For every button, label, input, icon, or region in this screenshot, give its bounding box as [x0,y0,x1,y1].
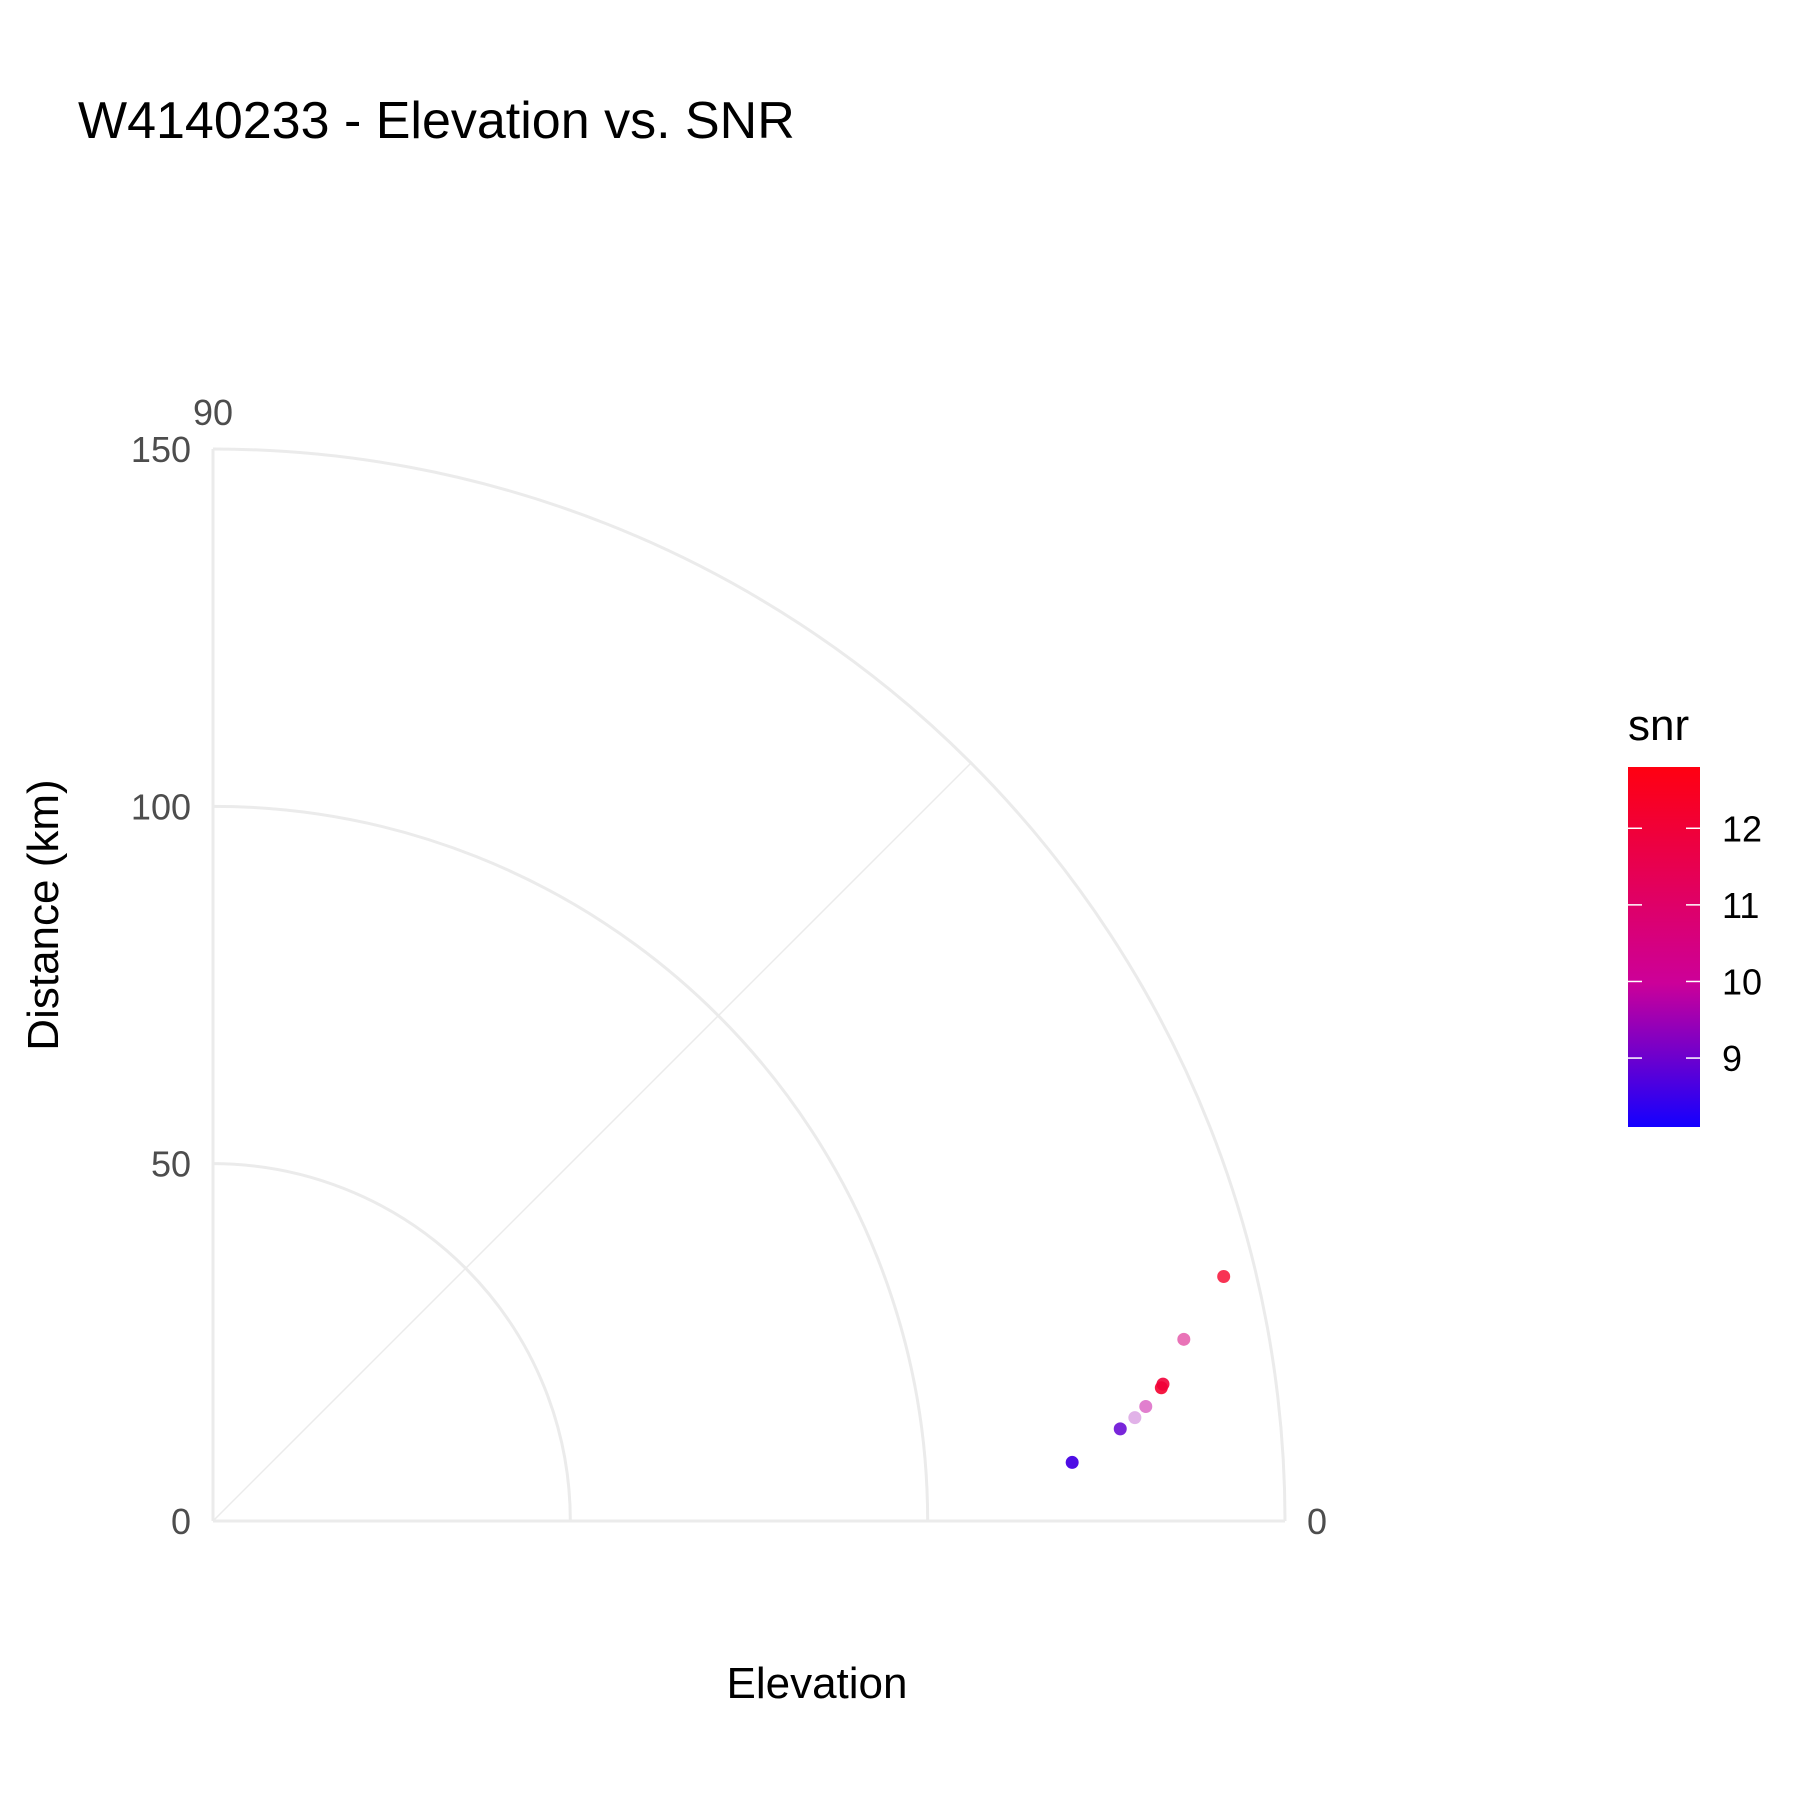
r-tick-label: 0 [171,1501,191,1542]
legend-colorbar [1628,767,1700,1127]
r-tick-label: 150 [131,429,191,470]
x-axis-title: Elevation [726,1659,907,1708]
legend-title: snr [1628,701,1689,750]
data-point [1128,1411,1142,1425]
theta-tick-label: 90 [193,392,233,433]
angle-minor-gridline [212,762,972,1522]
grid [211,447,1287,1523]
snr-legend: snr 9 10 11 12 [1628,701,1762,1127]
legend-tick-label: 10 [1722,961,1762,1002]
data-point [1217,1269,1231,1283]
theta-tick-label: 0 [1307,1501,1327,1542]
legend-ticks: 9 10 11 12 [1628,808,1762,1079]
legend-tick-label: 11 [1722,885,1759,926]
data-points [1065,1269,1231,1469]
tick-labels: 0 50 100 150 0 90 [131,392,1327,1542]
data-point [1177,1332,1191,1346]
r-tick-label: 100 [131,786,191,827]
r-tick-label: 50 [151,1144,191,1185]
legend-tick-label: 12 [1722,808,1762,849]
data-point [1139,1399,1153,1413]
chart-title: W4140233 - Elevation vs. SNR [78,92,795,150]
y-axis-title: Distance (km) [19,779,68,1050]
data-point [1065,1455,1079,1469]
data-point [1156,1377,1170,1391]
legend-tick-label: 9 [1722,1038,1742,1079]
data-point [1113,1422,1127,1436]
